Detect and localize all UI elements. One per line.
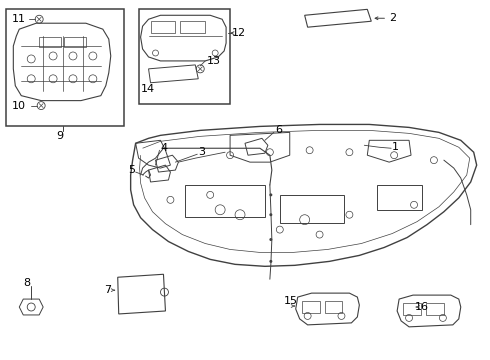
- Bar: [324, 301, 343, 313]
- Text: 8: 8: [23, 278, 30, 288]
- Text: 16: 16: [415, 302, 429, 312]
- Circle shape: [270, 238, 272, 241]
- Bar: [64, 37, 86, 47]
- Bar: [426, 303, 444, 315]
- Bar: [139, 9, 230, 104]
- Text: 11: 11: [11, 14, 25, 24]
- Bar: [302, 301, 319, 313]
- Text: 1: 1: [392, 142, 399, 152]
- Text: 15: 15: [284, 296, 298, 306]
- Text: 6: 6: [275, 125, 282, 135]
- Circle shape: [270, 193, 272, 196]
- Circle shape: [270, 260, 272, 263]
- Text: 7: 7: [104, 285, 111, 295]
- Bar: [185, 185, 265, 217]
- Bar: [280, 195, 344, 223]
- Text: 12: 12: [232, 28, 246, 38]
- Text: 3: 3: [198, 147, 205, 157]
- Text: 10: 10: [11, 100, 25, 111]
- Text: 2: 2: [389, 13, 396, 23]
- Bar: [150, 21, 175, 33]
- Text: 4: 4: [161, 143, 168, 153]
- Text: 5: 5: [129, 165, 136, 175]
- Bar: [377, 185, 422, 210]
- Bar: [180, 21, 205, 33]
- Bar: [6, 9, 123, 126]
- Bar: [39, 37, 61, 47]
- Bar: [403, 303, 421, 315]
- Text: 13: 13: [207, 56, 221, 66]
- Circle shape: [270, 213, 272, 216]
- Text: 14: 14: [141, 84, 155, 94]
- Text: 9: 9: [56, 131, 63, 141]
